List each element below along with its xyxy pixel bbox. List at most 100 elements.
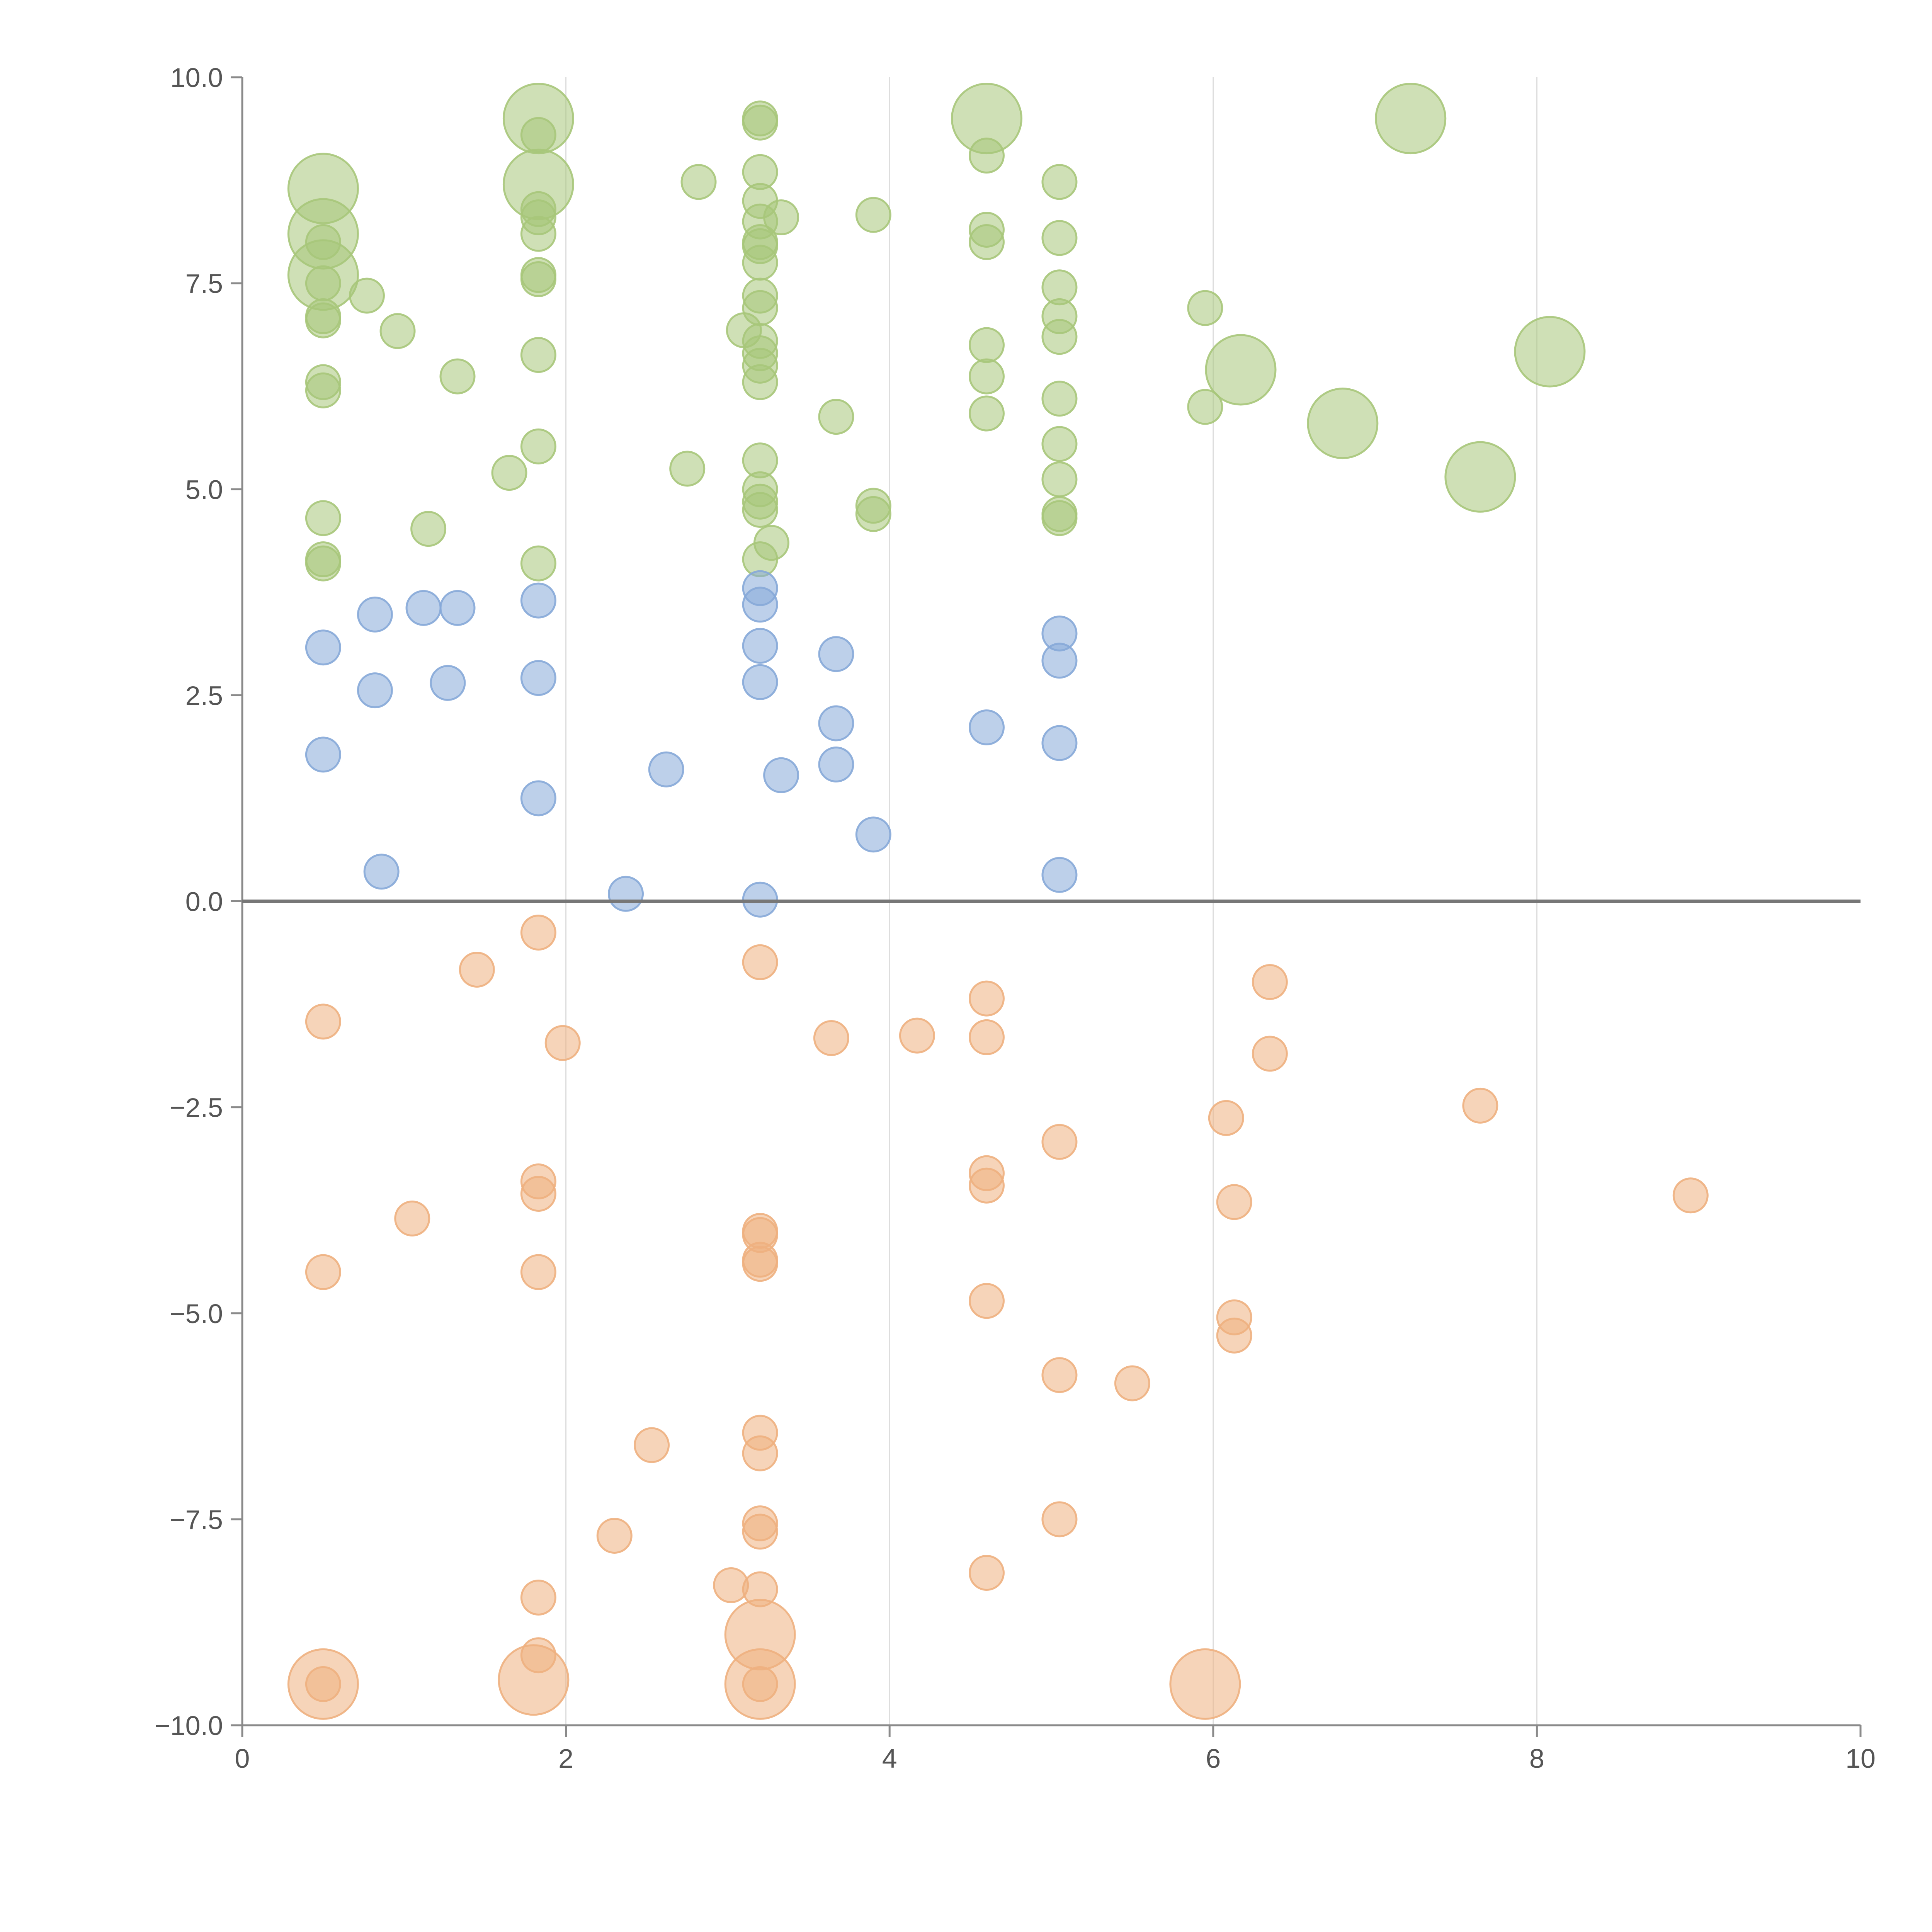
data-point-green [305,372,341,408]
data-point-green [968,395,1005,432]
data-point-blue [363,854,400,890]
data-point-blue [430,665,466,701]
data-point-blue [742,664,778,700]
data-point-green [349,277,385,314]
series-orange [287,915,1709,1720]
data-point-orange [1672,1177,1709,1214]
data-point-green [305,265,341,301]
data-point-green [305,500,341,536]
y-tick-label: 2.5 [185,680,223,711]
x-tick-label: 8 [1529,1743,1544,1774]
data-point-blue [742,628,778,664]
data-point-orange [742,1514,778,1550]
data-point-orange [1216,1317,1252,1354]
data-points [287,83,1709,1720]
data-point-green [1205,334,1277,406]
data-point-blue [1041,725,1078,761]
y-tick-label: −7.5 [170,1505,223,1535]
data-point-blue [1041,643,1078,679]
data-point-green [742,492,778,528]
data-point-green [305,224,341,260]
data-point-blue [608,876,644,912]
data-point-green [305,298,341,334]
data-point-orange [520,915,556,951]
data-point-green [1041,381,1078,417]
data-point-orange [1216,1184,1252,1220]
data-point-orange [742,1435,778,1471]
data-point-orange [968,1283,1005,1319]
data-point-orange [544,1025,581,1061]
data-point-orange [1041,1357,1078,1393]
data-point-green [1375,83,1447,155]
series-blue [305,570,1078,918]
data-point-orange [459,951,495,988]
data-point-blue [763,757,799,793]
data-point-orange [520,1579,556,1616]
data-point-green [742,245,778,281]
y-tick-label: 0.0 [185,887,223,917]
data-point-orange [634,1427,670,1463]
data-point-green [1041,319,1078,355]
data-point-orange [968,980,1005,1017]
data-point-blue [818,705,854,742]
data-point-blue [648,751,684,787]
data-point-green [968,138,1005,174]
data-point-blue [855,816,891,853]
data-point-green [1187,389,1223,425]
data-point-blue [742,587,778,623]
data-point-green [491,455,527,491]
data-point-green [410,511,447,547]
data-point-blue [405,590,442,626]
data-point-green [1307,388,1379,459]
data-point-green [1514,316,1586,388]
data-point-orange [305,1666,341,1702]
data-point-orange [742,1246,778,1282]
data-point-green [520,545,556,582]
data-point-orange [1169,1648,1241,1720]
y-axis-ticks: 10.0 7.5 5.0 2.5 0.0 −2.5 −5.0 −7.5 −10.0 [155,63,242,1741]
data-point-green [1041,500,1078,536]
data-point-orange [1462,1087,1498,1124]
data-point-blue [1041,857,1078,893]
y-tick-label: 5.0 [185,474,223,505]
data-point-blue [520,780,556,816]
data-point-green [1041,461,1078,498]
data-point-orange [305,1254,341,1290]
data-point-orange [742,944,778,980]
data-point-blue [520,660,556,696]
data-point-green [379,313,416,349]
data-point-green [855,496,891,532]
data-point-green [669,451,706,487]
x-axis-ticks: 0 2 4 6 8 10 [235,1725,1876,1774]
data-point-green [855,197,891,233]
data-point-green [742,364,778,400]
data-point-orange [596,1518,633,1554]
data-point-orange [968,1554,1005,1591]
data-point-blue [818,636,854,672]
data-point-orange [1041,1501,1078,1537]
data-point-green [520,216,556,252]
x-tick-label: 2 [558,1743,573,1774]
data-point-orange [394,1201,430,1237]
data-point-orange [968,1019,1005,1055]
data-point-green [680,164,717,200]
data-point-green [520,337,556,373]
data-point-blue [968,709,1005,746]
x-tick-label: 10 [1845,1743,1876,1774]
data-point-blue [818,747,854,783]
data-point-green [968,224,1005,260]
x-tick-label: 0 [235,1743,250,1774]
data-point-blue [357,596,393,633]
data-point-orange [520,1176,556,1212]
x-tick-label: 4 [882,1743,897,1774]
data-point-green [763,199,799,236]
data-point-orange [305,1003,341,1040]
y-tick-label: −2.5 [170,1093,223,1123]
data-point-orange [1041,1124,1078,1160]
data-point-blue [439,590,476,626]
data-point-orange [968,1167,1005,1204]
data-point-green [520,261,556,297]
data-point-green [1041,426,1078,462]
data-point-green [742,104,778,141]
data-point-green [753,525,789,561]
